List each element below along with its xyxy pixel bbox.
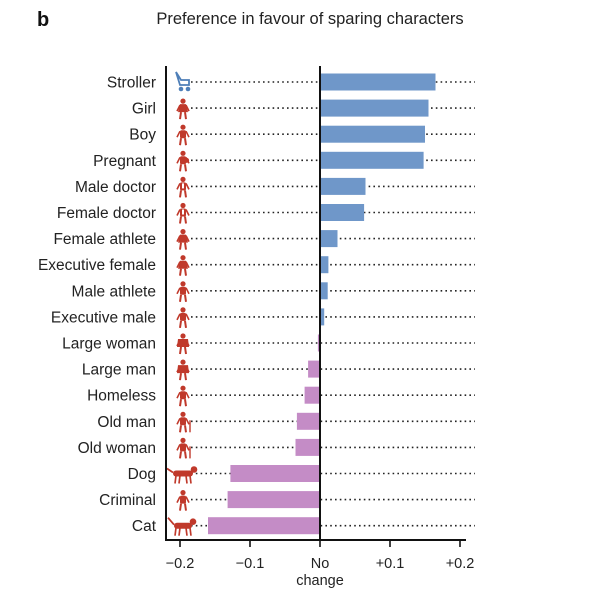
x-tick-label: −0.2 <box>166 556 195 572</box>
executive-male-icon <box>176 307 190 329</box>
bar <box>227 491 320 509</box>
chart-rows: Stroller Girl Boy Pregnant Male doctor Female… <box>38 71 475 536</box>
x-tick-label-zero-line2: change <box>296 573 344 589</box>
bar <box>320 177 366 195</box>
bar <box>320 99 429 117</box>
male-athlete-icon <box>176 281 190 302</box>
chart-row: Female doctor <box>57 202 475 224</box>
cat-icon <box>167 517 197 536</box>
category-label: Old man <box>97 414 156 431</box>
chart-row: Male doctor <box>75 176 475 198</box>
chart-row: Boy <box>129 124 475 146</box>
category-label: Pregnant <box>93 153 157 170</box>
chart-row: Cat <box>132 517 475 536</box>
bar <box>320 256 329 274</box>
bar <box>320 230 338 248</box>
chart-row: Stroller <box>107 71 475 92</box>
panel-label: b <box>37 9 49 31</box>
category-label: Old woman <box>78 440 156 457</box>
chart-row: Large man <box>82 359 475 381</box>
chart-row: Girl <box>132 98 475 120</box>
large-man-icon <box>176 359 190 381</box>
chart-row: Male athlete <box>72 281 475 302</box>
old-woman-icon <box>176 437 191 459</box>
male-doctor-icon <box>176 176 190 198</box>
chart-row: Homeless <box>87 385 475 407</box>
dog-icon <box>166 466 198 484</box>
x-tick-label: +0.1 <box>376 556 405 572</box>
bar <box>208 517 320 535</box>
category-label: Criminal <box>99 492 156 509</box>
bar <box>320 282 328 300</box>
chart-row: Criminal <box>99 490 475 511</box>
category-label: Male doctor <box>75 179 156 196</box>
x-tick-label: −0.1 <box>236 556 265 572</box>
category-label: Girl <box>132 101 156 118</box>
category-label: Male athlete <box>72 283 156 300</box>
category-label: Stroller <box>107 75 156 92</box>
girl-icon <box>176 98 190 120</box>
bar <box>320 125 425 143</box>
bar <box>304 386 320 404</box>
old-man-icon <box>176 411 191 433</box>
stroller-icon <box>175 71 191 92</box>
executive-female-icon <box>176 255 190 276</box>
chart-row: Female athlete <box>53 229 475 250</box>
bar <box>320 308 325 326</box>
bar <box>296 412 320 430</box>
category-label: Homeless <box>87 388 156 405</box>
bar <box>230 465 320 482</box>
chart-row: Dog <box>128 465 475 484</box>
bar <box>320 204 365 221</box>
bar <box>308 360 320 378</box>
chart-title: Preference in favour of sparing characte… <box>156 10 463 28</box>
large-woman-icon <box>176 333 190 355</box>
chart-row: Executive male <box>51 307 475 329</box>
category-label: Large man <box>82 362 156 379</box>
category-label: Cat <box>132 518 157 535</box>
female-doctor-icon <box>176 202 190 224</box>
bar <box>320 151 424 169</box>
homeless-icon <box>176 385 190 407</box>
category-label: Boy <box>129 127 156 144</box>
female-athlete-icon <box>176 229 190 250</box>
boy-icon <box>176 124 190 146</box>
category-label: Female athlete <box>53 231 156 248</box>
category-label: Executive male <box>51 309 156 326</box>
criminal-icon <box>176 490 190 511</box>
category-label: Female doctor <box>57 205 156 222</box>
chart-row: Executive female <box>38 255 475 276</box>
chart-row: Large woman <box>62 333 475 355</box>
x-tick-label: No <box>311 556 330 572</box>
category-label: Large woman <box>62 336 156 353</box>
bar <box>295 438 320 456</box>
chart-row: Old man <box>97 411 475 433</box>
chart-row: Old woman <box>78 437 475 459</box>
category-label: Executive female <box>38 257 156 274</box>
category-label: Dog <box>128 466 156 483</box>
bar <box>317 334 320 352</box>
chart-row: Pregnant <box>93 150 475 172</box>
bar <box>320 73 436 91</box>
x-tick-label: +0.2 <box>446 556 475 572</box>
pregnant-icon <box>176 150 190 172</box>
